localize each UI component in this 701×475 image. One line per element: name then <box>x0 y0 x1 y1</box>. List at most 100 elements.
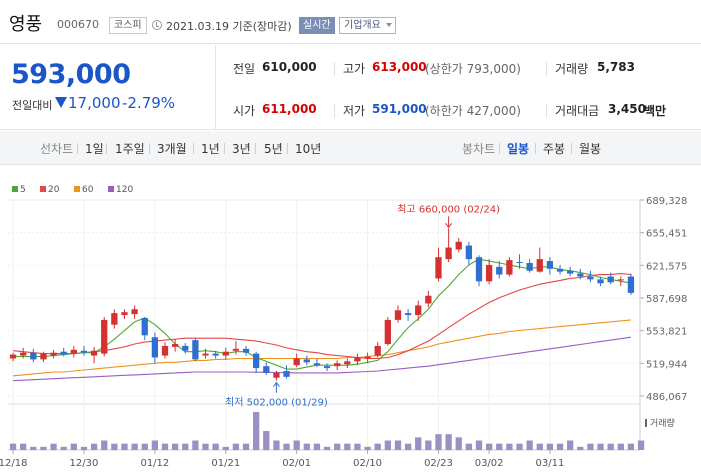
ma-line-ma120 <box>13 336 631 382</box>
candle-body <box>80 350 88 353</box>
candle-body <box>354 357 361 362</box>
volume-label: 거래량 <box>555 62 589 76</box>
candle-body <box>364 356 371 359</box>
open-label: 시가 <box>233 104 256 118</box>
volume-bar <box>526 440 533 450</box>
candle-body <box>151 337 159 358</box>
chevron-down-icon <box>385 23 392 27</box>
volume-bar <box>516 443 523 450</box>
divider <box>334 62 335 76</box>
divider <box>499 143 500 154</box>
candle-daily[interactable]: 일봉 <box>507 142 530 156</box>
volume-bar <box>131 443 138 450</box>
volume-bar <box>263 431 270 450</box>
x-tick-label: 03/02 <box>475 458 504 469</box>
volume-bar <box>253 412 260 450</box>
candle-body <box>344 361 351 365</box>
candle-body <box>101 319 108 354</box>
period-10y[interactable]: 10년 <box>295 142 322 156</box>
candle-body <box>485 264 493 282</box>
volume-bar <box>60 446 67 450</box>
volume-bar <box>20 443 27 450</box>
low-value: 591,000 <box>372 102 427 116</box>
candle-body <box>283 370 290 377</box>
volume-bar <box>546 443 554 450</box>
legend-label: 20 <box>48 185 60 195</box>
candle-body <box>131 309 138 315</box>
candle-monthly[interactable]: 월봉 <box>579 142 602 156</box>
company-info-dropdown[interactable]: 기업개요 <box>339 17 396 34</box>
upper-limit: (상한가 793,000) <box>425 62 521 76</box>
volume-bar <box>617 443 624 450</box>
period-3y[interactable]: 3년 <box>232 142 251 156</box>
volume-bar <box>536 443 543 450</box>
open-value: 611,000 <box>262 102 317 116</box>
volume-bar <box>273 440 280 450</box>
candle-body <box>111 313 118 325</box>
candle-weekly[interactable]: 주봉 <box>543 142 566 156</box>
y-tick-label: 519,944 <box>646 359 687 370</box>
volume-bar <box>567 440 574 450</box>
change-amount: 17,000 <box>68 94 121 112</box>
stock-chart[interactable]: 5 20 60 120 689,328 655,451 621,575 587,698 553,… <box>0 166 701 475</box>
candle-body <box>546 261 554 269</box>
candle-body <box>242 348 250 353</box>
candle-body <box>323 366 331 369</box>
volume-bar <box>313 443 321 450</box>
volume-value: 5,783 <box>597 60 635 74</box>
legend-label: 120 <box>116 185 133 195</box>
period-5y[interactable]: 5년 <box>264 142 283 156</box>
candle-body <box>506 260 513 275</box>
volume-bar <box>151 440 159 450</box>
volume-bar <box>202 443 209 450</box>
line-chart-label: 선차트 <box>40 142 74 156</box>
realtime-button[interactable]: 실시간 <box>299 17 335 34</box>
volume-bar <box>577 446 584 450</box>
volume-bar <box>232 443 240 450</box>
candle-body <box>263 366 270 373</box>
volume-bar <box>374 443 381 450</box>
period-selector: 선차트 1일 1주일 3개월 1년 3년 5년 10년 봉차트 일봉 주봉 월봉 <box>0 131 701 165</box>
volume-bar <box>627 443 635 450</box>
candle-body <box>455 241 462 250</box>
volume-bar <box>222 446 229 450</box>
high-label: 고가 <box>343 62 366 76</box>
volume-bar <box>597 443 604 450</box>
prev-close-value: 610,000 <box>262 60 317 74</box>
candle-body <box>90 350 98 356</box>
x-tick-label: 12/18 <box>0 458 27 469</box>
lower-limit: (하한가 427,000) <box>425 104 521 118</box>
candle-body <box>556 268 564 272</box>
candle-body <box>445 247 452 260</box>
market-badge: 코스피 <box>109 17 147 34</box>
divider <box>224 143 225 154</box>
volume-bar <box>283 443 290 450</box>
volume-bar <box>242 443 250 450</box>
stock-name: 영풍 <box>9 14 43 35</box>
volume-bar <box>394 440 402 450</box>
volume-bar <box>455 437 462 450</box>
period-1d[interactable]: 1일 <box>85 142 104 156</box>
chart-canvas: 5 20 60 120 689,328 655,451 621,575 587,698 553,… <box>0 185 687 469</box>
y-tick-label: 621,575 <box>646 261 687 272</box>
company-info-label: 기업개요 <box>344 20 381 31</box>
volume-bar <box>121 443 128 450</box>
period-3m[interactable]: 3개월 <box>157 142 187 156</box>
high-value: 613,000 <box>372 60 427 74</box>
divider <box>535 143 536 154</box>
candle-body <box>141 317 148 336</box>
current-price: 593,000 <box>11 59 131 90</box>
x-tick-label: 01/12 <box>140 458 169 469</box>
volume-bar <box>496 443 503 450</box>
volume-bar <box>556 443 564 450</box>
period-1w[interactable]: 1주일 <box>115 142 145 156</box>
legend-swatch <box>74 186 80 192</box>
volume-bar <box>111 443 118 450</box>
candle-body <box>496 266 503 275</box>
candle-body <box>475 257 483 282</box>
change-label: 전일대비 <box>12 99 53 112</box>
candle-body <box>597 279 604 284</box>
candle-body <box>232 348 240 351</box>
volume-bar <box>435 434 442 450</box>
period-1y[interactable]: 1년 <box>201 142 220 156</box>
